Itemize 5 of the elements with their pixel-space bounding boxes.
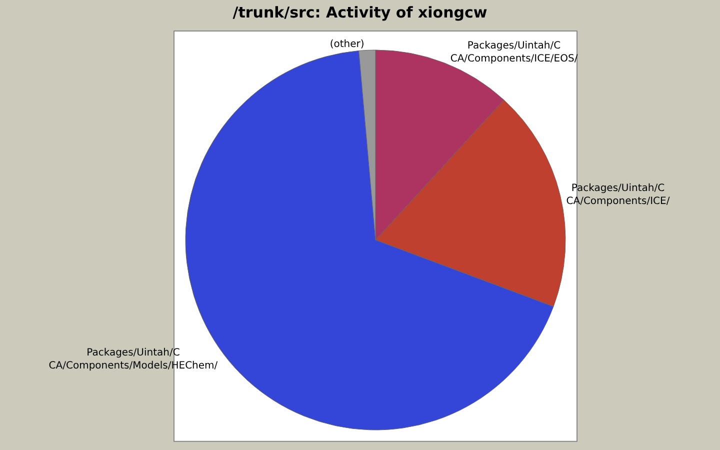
slice-label: Packages/Uintah/C CA/Components/ICE/ [566,182,670,207]
slice-label: (other) [330,39,364,50]
slice-label: Packages/Uintah/C CA/Components/Models/HEChem/ [48,347,218,372]
chart-title: /trunk/src: Activity of xiongcw [232,3,488,22]
slice-label: Packages/Uintah/C CA/Components/ICE/EOS/ [450,40,578,64]
